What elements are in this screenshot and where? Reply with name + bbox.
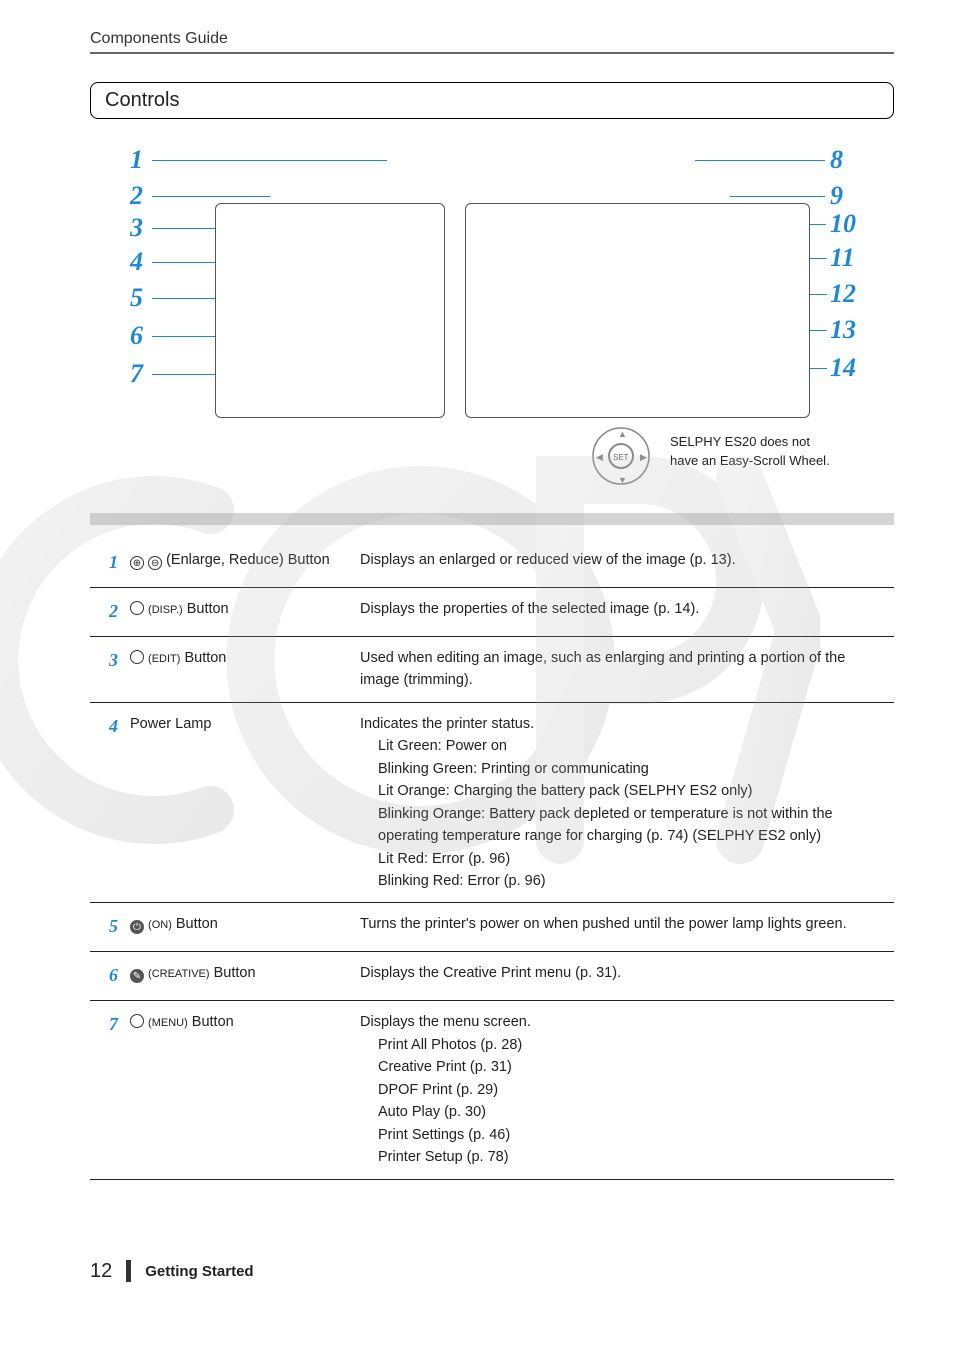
leader-1 bbox=[152, 160, 387, 161]
list-item: Lit Red: Error (p. 96) bbox=[378, 848, 888, 870]
callout-7: 7 bbox=[130, 359, 143, 389]
row-num: 4 bbox=[90, 702, 124, 903]
leader-9 bbox=[730, 196, 825, 197]
list-item: DPOF Print (p. 29) bbox=[378, 1079, 888, 1101]
svg-text:◀: ◀ bbox=[596, 452, 603, 462]
row-desc-main: Displays an enlarged or reduced view of … bbox=[360, 552, 736, 568]
callout-8: 8 bbox=[830, 145, 843, 175]
row-label: Power Lamp bbox=[124, 702, 354, 903]
table-row: 7 (MENU) Button Displays the menu screen… bbox=[90, 1001, 894, 1179]
row-num: 6 bbox=[90, 952, 124, 1001]
table-row: 1 ⊕ ⊖ (Enlarge, Reduce) Button Displays … bbox=[90, 539, 894, 587]
row-desc-main: Displays the properties of the selected … bbox=[360, 601, 699, 617]
row-desc: Displays an enlarged or reduced view of … bbox=[354, 539, 894, 587]
callout-14: 14 bbox=[830, 353, 856, 383]
list-item: Blinking Green: Printing or communicatin… bbox=[378, 758, 888, 780]
row-desc-main: Used when editing an image, such as enla… bbox=[360, 650, 845, 688]
table-row: 4 Power Lamp Indicates the printer statu… bbox=[90, 702, 894, 903]
control-panel-right bbox=[465, 203, 810, 418]
list-item: Blinking Orange: Battery pack depleted o… bbox=[378, 803, 888, 848]
controls-diagram: 1 2 3 4 5 6 7 8 9 10 11 12 13 14 bbox=[90, 143, 890, 483]
wheel-note: SELPHY ES20 does not have an Easy-Scroll… bbox=[670, 433, 830, 471]
row-desc-main: Displays the Creative Print menu (p. 31)… bbox=[360, 965, 621, 981]
wheel-pad-icon: SET ▲ ▼ ◀ ▶ bbox=[590, 425, 652, 487]
wheel-note-l2: have an Easy-Scroll Wheel. bbox=[670, 453, 830, 468]
list-item: Printer Setup (p. 78) bbox=[378, 1146, 888, 1168]
page-number: 12 bbox=[90, 1260, 112, 1283]
list-item: Creative Print (p. 31) bbox=[378, 1056, 888, 1078]
svg-text:▲: ▲ bbox=[618, 429, 627, 439]
callout-9: 9 bbox=[830, 181, 843, 211]
row-label-text: (Enlarge, Reduce) Button bbox=[166, 552, 330, 568]
circle-icon bbox=[130, 601, 144, 615]
controls-table: 1 ⊕ ⊖ (Enlarge, Reduce) Button Displays … bbox=[90, 539, 894, 1180]
row-num: 3 bbox=[90, 636, 124, 702]
list-item: Print Settings (p. 46) bbox=[378, 1124, 888, 1146]
edit-label: (EDIT) bbox=[148, 653, 180, 665]
row-desc-main: Turns the printer's power on when pushed… bbox=[360, 916, 847, 932]
reduce-icon: ⊖ bbox=[148, 556, 162, 570]
callout-13: 13 bbox=[830, 315, 856, 345]
creative-icon: ✎ bbox=[130, 969, 144, 983]
callout-1: 1 bbox=[130, 145, 143, 175]
footer-section: Getting Started bbox=[145, 1263, 253, 1280]
leader-4 bbox=[152, 262, 222, 263]
list-item: Lit Orange: Charging the battery pack (S… bbox=[378, 780, 888, 802]
row-num: 7 bbox=[90, 1001, 124, 1179]
table-row: 3 (EDIT) Button Used when editing an ima… bbox=[90, 636, 894, 702]
breadcrumb-text: Components Guide bbox=[90, 30, 228, 47]
power-icon: ⏻ bbox=[130, 920, 144, 934]
section-title: Controls bbox=[105, 89, 179, 111]
row-num: 1 bbox=[90, 539, 124, 587]
wheel-note-l1: SELPHY ES20 does not bbox=[670, 434, 810, 449]
list-item: Auto Play (p. 30) bbox=[378, 1101, 888, 1123]
svg-text:▶: ▶ bbox=[640, 452, 647, 462]
enlarge-icon: ⊕ bbox=[130, 556, 144, 570]
menu-label: (MENU) bbox=[148, 1017, 188, 1029]
leader-2 bbox=[152, 196, 270, 197]
row-desc: Displays the menu screen. Print All Phot… bbox=[354, 1001, 894, 1179]
row-label: (DISP.) Button bbox=[124, 587, 354, 636]
circle-icon bbox=[130, 1014, 144, 1028]
footer-bar-icon bbox=[126, 1260, 131, 1282]
row-desc: Indicates the printer status. Lit Green:… bbox=[354, 702, 894, 903]
breadcrumb: Components Guide bbox=[90, 30, 894, 54]
svg-text:▼: ▼ bbox=[618, 475, 627, 485]
row-label: ⏻ (ON) Button bbox=[124, 903, 354, 952]
page-footer: 12 Getting Started bbox=[90, 1260, 894, 1283]
callout-10: 10 bbox=[830, 209, 856, 239]
row-num: 2 bbox=[90, 587, 124, 636]
callout-5: 5 bbox=[130, 283, 143, 313]
svg-text:SET: SET bbox=[613, 453, 629, 462]
callout-6: 6 bbox=[130, 321, 143, 351]
circle-icon bbox=[130, 650, 144, 664]
row-desc-main: Indicates the printer status. bbox=[360, 716, 534, 732]
table-row: 5 ⏻ (ON) Button Turns the printer's powe… bbox=[90, 903, 894, 952]
callout-11: 11 bbox=[830, 243, 855, 273]
row-desc-main: Displays the menu screen. bbox=[360, 1014, 531, 1030]
row-label: (MENU) Button bbox=[124, 1001, 354, 1179]
creative-label: (CREATIVE) bbox=[148, 968, 210, 980]
list-item: Lit Green: Power on bbox=[378, 735, 888, 757]
row-label: (EDIT) Button bbox=[124, 636, 354, 702]
row-label: ✎ (CREATIVE) Button bbox=[124, 952, 354, 1001]
list-item: Print All Photos (p. 28) bbox=[378, 1034, 888, 1056]
section-heading-box: Controls bbox=[90, 82, 894, 119]
control-panel-left bbox=[215, 203, 445, 418]
on-label: (ON) bbox=[148, 919, 172, 931]
table-row: 6 ✎ (CREATIVE) Button Displays the Creat… bbox=[90, 952, 894, 1001]
callout-4: 4 bbox=[130, 247, 143, 277]
table-header-bar bbox=[90, 513, 894, 525]
disp-label: (DISP.) bbox=[148, 604, 183, 616]
callout-12: 12 bbox=[830, 279, 856, 309]
callout-2: 2 bbox=[130, 181, 143, 211]
leader-8 bbox=[695, 160, 825, 161]
callout-3: 3 bbox=[130, 213, 143, 243]
row-label: ⊕ ⊖ (Enlarge, Reduce) Button bbox=[124, 539, 354, 587]
table-row: 2 (DISP.) Button Displays the properties… bbox=[90, 587, 894, 636]
row-num: 5 bbox=[90, 903, 124, 952]
list-item: Blinking Red: Error (p. 96) bbox=[378, 870, 888, 892]
